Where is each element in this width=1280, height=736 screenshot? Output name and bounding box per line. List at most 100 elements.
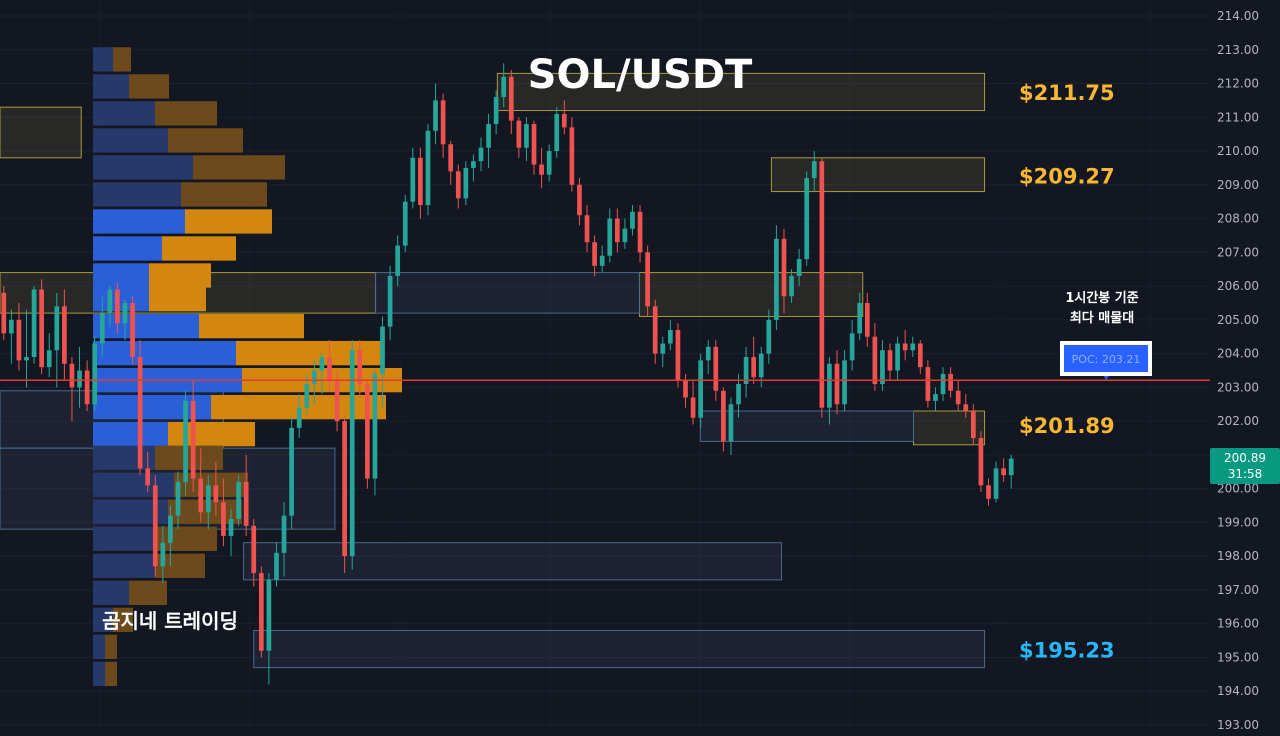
poc-note-line2: 최다 매물대 [1070, 310, 1134, 326]
candle-body [54, 306, 60, 351]
candle-body [925, 367, 931, 401]
candle-body [796, 259, 802, 276]
volume-profile-sell-bar [113, 607, 133, 632]
candle-body [380, 326, 385, 374]
candle-body [16, 319, 22, 361]
candle-body [668, 329, 673, 344]
price-tick-label: 211.00 [1217, 110, 1259, 124]
candle-body [115, 289, 120, 324]
candle-body [758, 353, 764, 378]
candle-body [455, 171, 461, 199]
price-tick-label: 203.00 [1217, 380, 1259, 394]
candle-body [766, 319, 772, 354]
candle-body [175, 481, 181, 516]
level-labels: $211.75 $209.27 $201.89 $195.23 [1019, 81, 1115, 663]
candle-body [440, 100, 446, 145]
candle-body [84, 370, 90, 405]
price-tick-label: 193.00 [1217, 718, 1259, 732]
candle-body [622, 228, 628, 243]
volume-profile-sell-bar [149, 263, 211, 288]
price-tick-label: 198.00 [1217, 549, 1259, 563]
candle-body [751, 356, 757, 378]
candle-body [160, 542, 166, 567]
candle-body [584, 215, 590, 243]
candle-body [319, 356, 325, 371]
price-tick-label: 205.00 [1217, 313, 1259, 327]
candle-body [228, 519, 234, 536]
price-axis[interactable]: 214.00 213.00 212.00 211.00 210.00 209.00 208.… [1217, 9, 1259, 732]
candle-body [251, 525, 257, 574]
price-tick-label: 197.00 [1217, 583, 1259, 597]
support-zone [699, 410, 914, 442]
candle-body [168, 515, 173, 543]
candle-body [213, 485, 219, 503]
volume-profile-buy-bar [93, 47, 113, 72]
watermark-text: 곰지네 트레이딩 [102, 609, 238, 633]
candle-body [92, 343, 98, 405]
candle-body [546, 151, 552, 175]
candle-body [607, 218, 613, 256]
candle-body [524, 124, 529, 148]
candle-body [1, 292, 7, 334]
volume-profile-sell-bar [155, 526, 217, 551]
candle-body [842, 360, 847, 405]
candle-body [486, 124, 491, 148]
candle-body [418, 157, 423, 206]
price-tick-label: 208.00 [1217, 212, 1259, 226]
candle-body [955, 390, 961, 405]
volume-profile-buy-bar [93, 661, 105, 687]
volume-profile-sell-bar [168, 421, 255, 447]
candle-body [872, 336, 878, 385]
candle-body [221, 502, 226, 536]
volume-profile-buy-bar [93, 209, 185, 234]
volume-profile-buy-bar [93, 101, 155, 126]
candle-body [736, 384, 741, 405]
candle-body [311, 370, 317, 385]
candle-body [660, 343, 666, 354]
candle-body [334, 380, 340, 422]
candle-body [342, 421, 347, 557]
price-tick-label: 199.00 [1217, 515, 1259, 529]
candle-body [561, 113, 567, 128]
candle-body [258, 573, 264, 651]
volume-profile-sell-bar [149, 286, 206, 312]
volume-profile-buy-bar [93, 182, 181, 207]
candle-body [895, 343, 900, 371]
resistance-zone [496, 72, 986, 112]
poc-badge: POC: 203.21 [1060, 341, 1152, 380]
candle-body [508, 76, 514, 121]
candle-body [402, 201, 408, 246]
candle-body [39, 289, 45, 368]
candle-body [198, 478, 204, 513]
candle-body [592, 242, 597, 266]
candle-body [948, 373, 953, 391]
candle-body [410, 157, 416, 202]
candle-body [539, 164, 544, 175]
volume-profile-buy-bar [93, 526, 155, 551]
level-label: $209.27 [1019, 165, 1115, 189]
candle-body [811, 161, 817, 179]
candle-body [864, 302, 870, 337]
candle-body [77, 370, 82, 388]
candle-body [645, 252, 650, 307]
last-price-value: 200.89 [1224, 451, 1266, 465]
candle-body [130, 302, 135, 357]
candle-body [24, 356, 29, 361]
price-tick-label: 207.00 [1217, 245, 1259, 259]
volume-profile-sell-bar [168, 128, 243, 153]
candle-body [683, 380, 688, 398]
candle-body [236, 481, 241, 520]
candle-body [986, 485, 991, 499]
candle-body [190, 400, 196, 479]
support-zone [375, 272, 640, 314]
last-price-tag: 200.89 31:58 [1210, 448, 1280, 484]
candle-body [728, 404, 734, 442]
candle-body [478, 147, 484, 162]
price-tick-label: 210.00 [1217, 144, 1259, 158]
candle-body [774, 238, 779, 320]
candle-body [243, 481, 249, 526]
candle-body [281, 515, 287, 553]
candle-body [804, 178, 810, 260]
